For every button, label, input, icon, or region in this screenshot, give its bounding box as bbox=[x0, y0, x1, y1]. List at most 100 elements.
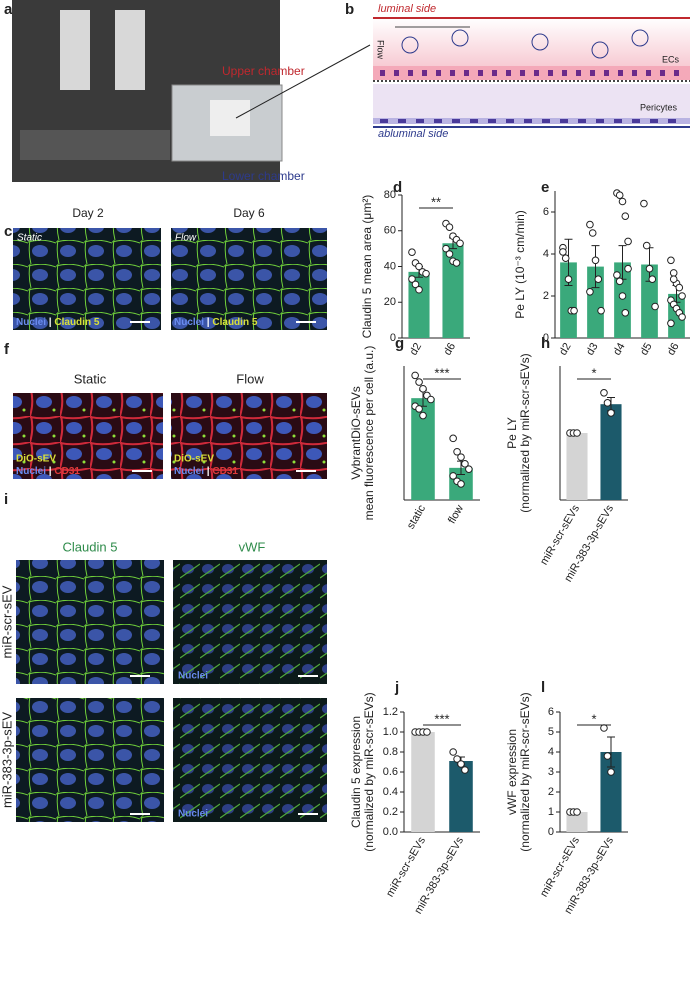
y-axis-label: Claudin 5 mean area (μm²) bbox=[360, 195, 374, 339]
syringe bbox=[115, 10, 145, 90]
vesicle bbox=[531, 33, 549, 51]
panel-label: a bbox=[4, 1, 13, 18]
data-point bbox=[621, 309, 630, 317]
stain: Nuclei bbox=[178, 671, 208, 682]
x-tick-label: d4 bbox=[611, 341, 628, 358]
y-tick-label: 60 bbox=[384, 225, 396, 237]
data-point bbox=[411, 280, 420, 289]
data-point bbox=[457, 453, 465, 461]
data-point bbox=[461, 766, 469, 774]
y-tick-label: 1.0 bbox=[383, 726, 398, 738]
y-tick-label: 40 bbox=[384, 260, 396, 272]
data-point bbox=[651, 302, 659, 311]
data-point bbox=[570, 306, 578, 315]
stain: Nuclei bbox=[178, 809, 208, 820]
abluminal-chamber bbox=[373, 84, 690, 120]
stain-part: Claudin 5 bbox=[54, 317, 99, 328]
row-title: miR-383-3p-sEV bbox=[0, 712, 14, 808]
y-tick-label: 0 bbox=[543, 332, 549, 344]
micrograph bbox=[16, 560, 164, 684]
data-point bbox=[607, 409, 615, 417]
vesicle bbox=[401, 36, 419, 54]
stain-part: | bbox=[49, 466, 52, 477]
y-axis-label: vWF expression bbox=[505, 729, 519, 815]
y-tick-label: 6 bbox=[548, 706, 554, 718]
y-tick-label: 4 bbox=[543, 248, 549, 260]
panel-label: h bbox=[541, 335, 550, 352]
data-point bbox=[597, 306, 605, 315]
label: ECs bbox=[662, 54, 680, 64]
micrograph bbox=[173, 560, 327, 684]
y-tick-label: 20 bbox=[384, 296, 396, 308]
micrograph bbox=[171, 228, 327, 330]
micrograph bbox=[171, 393, 327, 479]
data-point bbox=[645, 264, 654, 273]
stain-part: Nuclei bbox=[174, 466, 204, 477]
significance: * bbox=[591, 711, 596, 726]
stain-part: Claudin 5 bbox=[212, 317, 257, 328]
data-point bbox=[594, 275, 603, 284]
panel-label: i bbox=[4, 491, 8, 508]
data-point bbox=[618, 292, 627, 300]
data-point bbox=[613, 271, 621, 279]
ec-layer bbox=[373, 66, 690, 80]
y-axis-label: (normalized by miR-scr-sEVs) bbox=[518, 692, 532, 851]
label: Lower chamber bbox=[222, 169, 305, 183]
y-tick-label: 0.2 bbox=[383, 806, 398, 818]
chip bbox=[210, 100, 250, 136]
stain: Nuclei | Claudin 5 bbox=[174, 317, 258, 328]
data-point bbox=[415, 285, 423, 294]
data-point bbox=[465, 465, 473, 473]
stain: Nuclei | CD31 bbox=[16, 466, 80, 477]
y-axis-label: mean fluorescence per cell (a.u.) bbox=[362, 346, 376, 521]
stain: Nuclei | CD31 bbox=[174, 466, 238, 477]
x-tick-label: d3 bbox=[584, 341, 601, 358]
data-point bbox=[586, 220, 594, 229]
stain-part: Nuclei bbox=[16, 466, 46, 477]
x-tick-label: d6 bbox=[442, 341, 459, 358]
data-point bbox=[456, 239, 464, 248]
x-tick-label: d6 bbox=[665, 341, 682, 358]
bar bbox=[408, 271, 430, 338]
y-axis-label: Pe LY bbox=[505, 417, 519, 449]
bar bbox=[566, 433, 588, 500]
tag: Flow bbox=[175, 233, 197, 244]
data-point bbox=[427, 395, 435, 404]
micrograph bbox=[16, 698, 164, 822]
data-point bbox=[669, 269, 678, 277]
x-tick-label: d5 bbox=[638, 341, 655, 358]
y-tick-label: 0 bbox=[390, 332, 396, 344]
data-point bbox=[586, 288, 594, 296]
y-axis-label: (normalized by miR-scr-sEVs) bbox=[518, 353, 532, 512]
stain-part: | bbox=[49, 317, 52, 328]
data-point bbox=[453, 447, 461, 456]
data-point bbox=[408, 275, 416, 283]
data-point bbox=[615, 191, 624, 199]
tag: Static bbox=[17, 233, 42, 244]
label: abluminal side bbox=[378, 128, 448, 140]
column-title: Day 2 bbox=[72, 206, 104, 220]
panel-label: d bbox=[393, 179, 402, 196]
column-title: Static bbox=[74, 371, 107, 386]
column-title: vWF bbox=[239, 539, 266, 554]
x-tick-label: d2 bbox=[408, 341, 425, 358]
bar bbox=[600, 752, 622, 832]
panel-label: l bbox=[541, 679, 545, 696]
data-point bbox=[453, 755, 461, 763]
data-point bbox=[423, 728, 431, 736]
data-point bbox=[624, 264, 632, 273]
data-point bbox=[678, 313, 686, 321]
y-tick-label: 5 bbox=[548, 726, 554, 738]
data-point bbox=[669, 275, 678, 284]
y-tick-label: 4 bbox=[548, 746, 554, 758]
y-tick-label: 1 bbox=[548, 806, 554, 818]
data-point bbox=[667, 256, 675, 265]
y-tick-label: 6 bbox=[543, 206, 549, 218]
data-point bbox=[445, 223, 454, 231]
micrograph bbox=[13, 228, 161, 330]
vesicle bbox=[631, 29, 649, 47]
data-point bbox=[415, 378, 423, 386]
data-point bbox=[624, 237, 632, 246]
column-title: Flow bbox=[236, 371, 264, 386]
panel-label: j bbox=[394, 679, 399, 696]
